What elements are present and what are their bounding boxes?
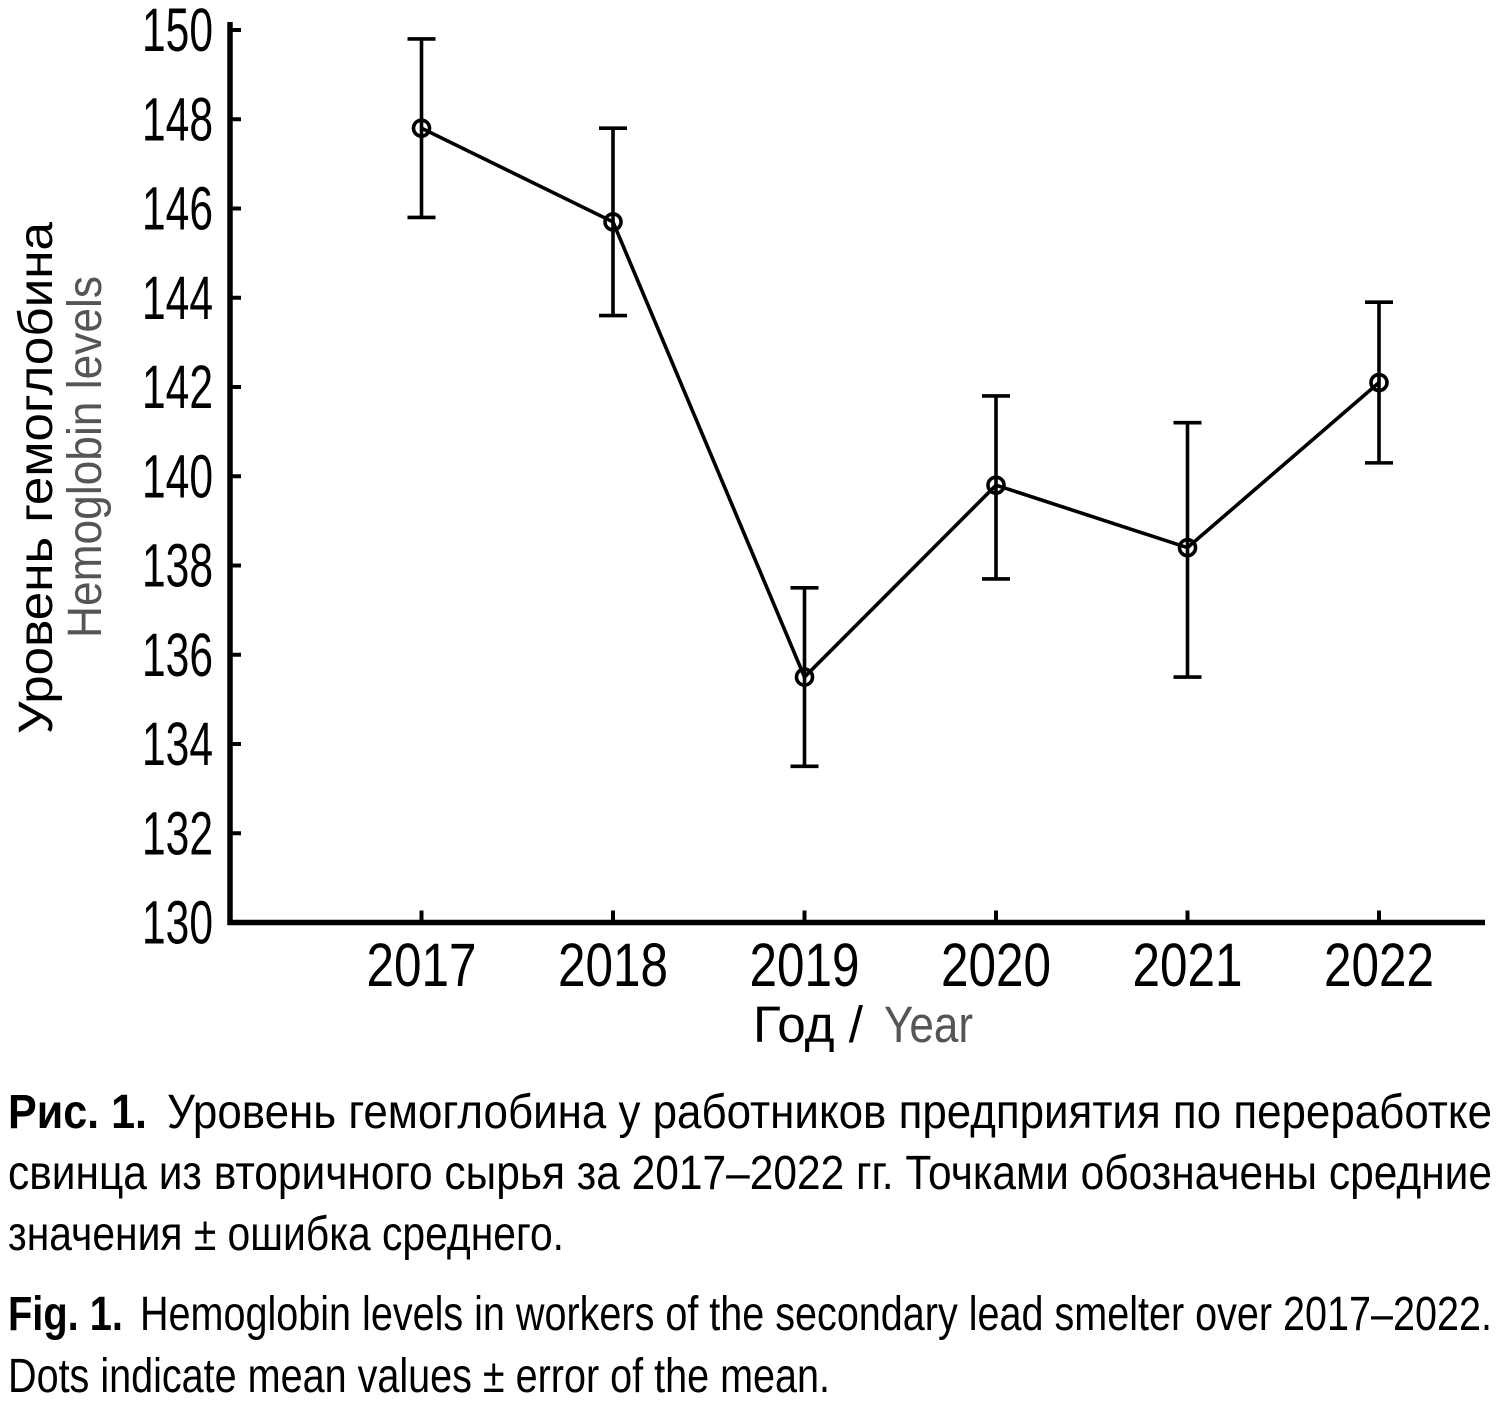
x-tick-label: 2021 xyxy=(1133,931,1243,999)
caption-ru-line1: Рис. 1. Уровень гемоглобина у работников… xyxy=(8,1086,1492,1139)
caption-ru-label: Рис. 1. xyxy=(8,1086,147,1139)
y-tick-label: 136 xyxy=(142,621,213,689)
axis-frame xyxy=(227,22,1485,926)
caption-ru-line3: значения ± ошибка среднего. xyxy=(8,1208,564,1261)
y-tick-label: 150 xyxy=(142,0,213,64)
data-point-marker xyxy=(411,118,432,138)
data-point-marker xyxy=(603,212,623,232)
caption-ru-line1-text: Уровень гемоглобина у работников предпри… xyxy=(167,1086,1492,1139)
data-point-marker xyxy=(1369,372,1389,393)
y-tick-label: 142 xyxy=(142,353,213,421)
x-axis-title-ru: Год / xyxy=(753,996,864,1053)
caption-en-line1-text: Hemoglobin levels in workers of the seco… xyxy=(140,1288,1492,1341)
caption-en-line1: Fig. 1. Hemoglobin levels in workers of … xyxy=(8,1288,1492,1341)
y-tick-label: 146 xyxy=(142,175,213,243)
data-point-marker xyxy=(986,475,1006,495)
y-axis-title-en: Hemoglobin levels xyxy=(59,276,112,638)
y-tick-label: 138 xyxy=(142,532,213,600)
x-tick-label: 2022 xyxy=(1324,931,1434,999)
data-point-marker xyxy=(1177,537,1198,558)
y-axis-title-ru: Уровень гемоглобина xyxy=(10,222,63,734)
caption-en-label: Fig. 1. xyxy=(8,1288,123,1341)
x-axis-title-en: Year xyxy=(884,996,973,1053)
chart-axes: 130 132 134 136 138 140 142 144 146 148 150 2017 201… xyxy=(142,0,1485,999)
y-tick-label: 132 xyxy=(142,799,213,867)
y-tick-label: 148 xyxy=(142,85,213,153)
x-tick-label: 2018 xyxy=(558,931,668,999)
series-line xyxy=(420,126,1381,681)
x-tick-label: 2019 xyxy=(750,931,860,999)
y-tick-label: 130 xyxy=(142,889,213,957)
y-tick-label: 134 xyxy=(142,710,213,778)
y-tick-label: 144 xyxy=(142,264,213,332)
chart-series xyxy=(407,37,1393,769)
data-point-marker xyxy=(794,667,815,687)
caption-ru-line2: свинца из вторичного сырья за 2017–2022 … xyxy=(8,1147,1492,1200)
caption-en-line2: Dots indicate mean values ± error of the… xyxy=(8,1350,830,1403)
y-tick-label: 140 xyxy=(142,442,213,510)
x-tick-label: 2020 xyxy=(941,931,1051,999)
x-tick-label: 2017 xyxy=(367,931,477,999)
